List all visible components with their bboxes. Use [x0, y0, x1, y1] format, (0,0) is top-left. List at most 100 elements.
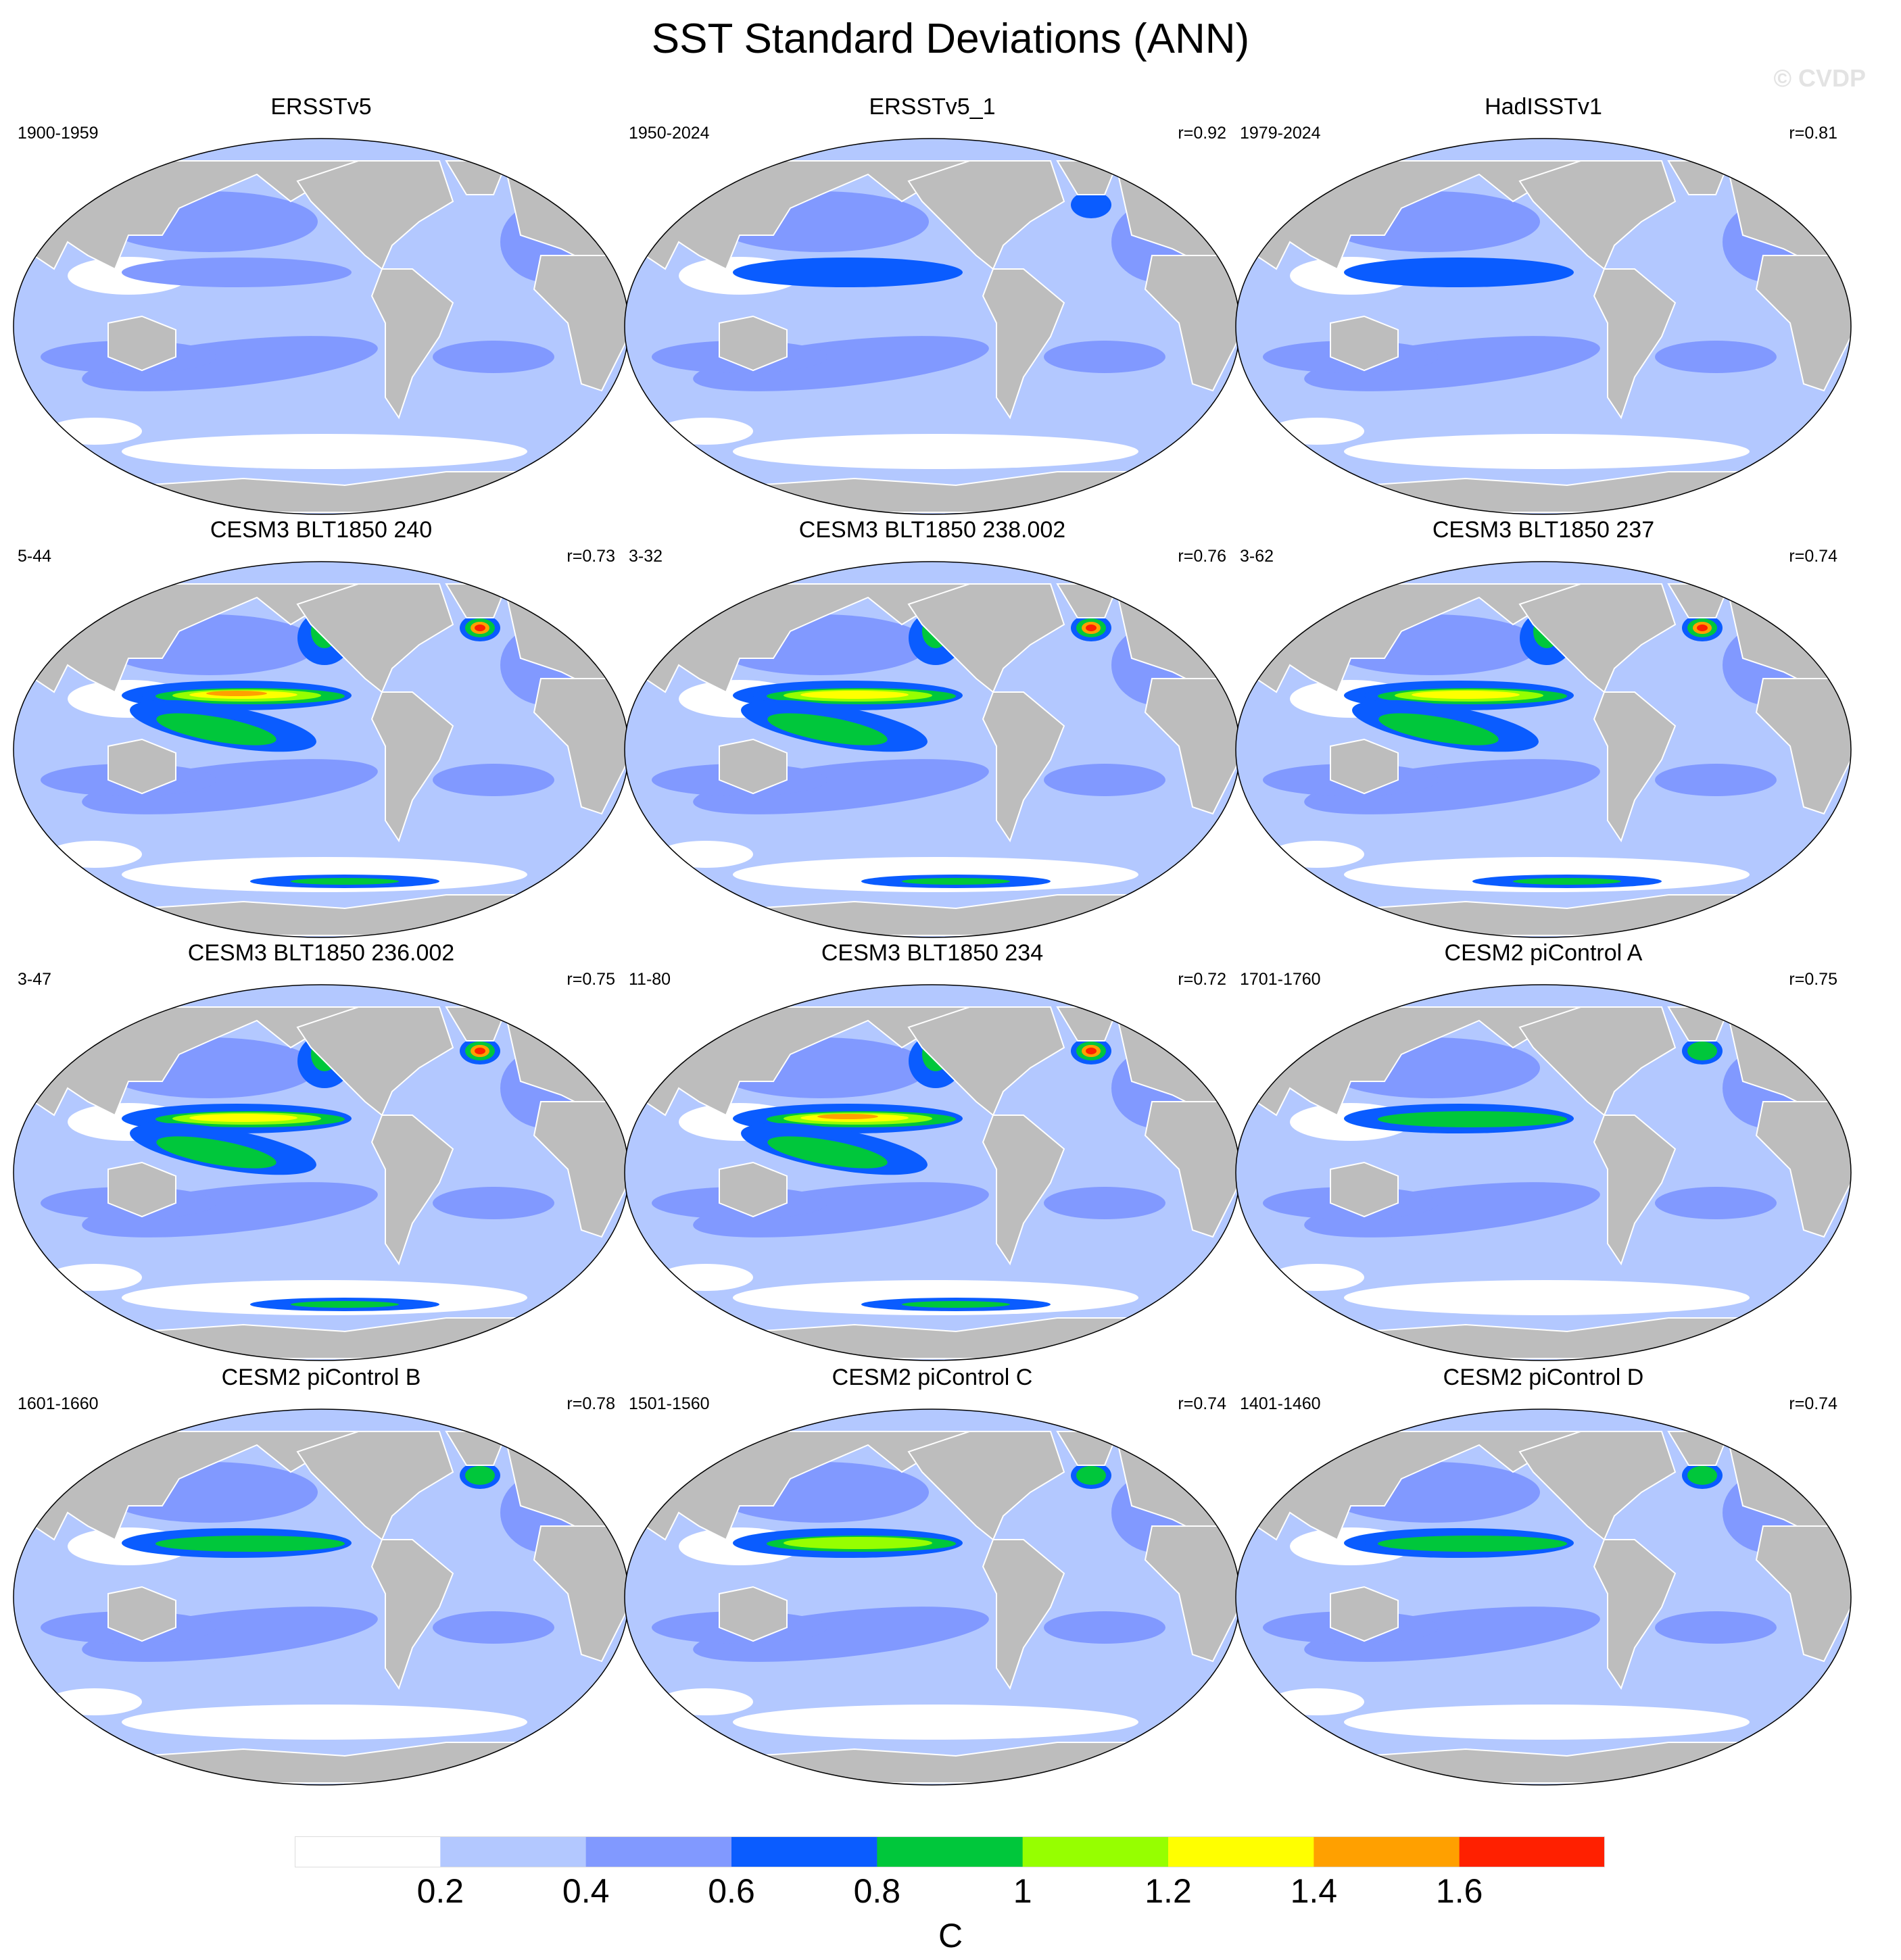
low-variability-patch [1270, 1264, 1364, 1291]
south-america-land [1593, 1114, 1677, 1266]
sst-field [14, 139, 629, 514]
colorbar-swatch [877, 1836, 1024, 1867]
south-atlantic-band [433, 1611, 554, 1644]
south-pacific-band [82, 336, 378, 391]
southern-ocean-low-patch [122, 1705, 527, 1740]
south-pacific-band [1304, 1182, 1600, 1238]
southern-ocean-low-patch [1344, 1705, 1750, 1740]
colorbar-swatches [295, 1836, 1605, 1867]
southern-ocean-low-patch [733, 434, 1138, 469]
colorbar-tick-label: 1.6 [1435, 1872, 1483, 1910]
south-pacific-band [1304, 336, 1600, 391]
enso-core [1378, 1111, 1567, 1127]
panel-title: CESM3 BLT1850 240 [210, 517, 433, 543]
north-america-land [907, 1006, 1065, 1117]
sst-field [1236, 1409, 1851, 1785]
map-panel: CESM3 BLT1850 238.002 3-32 r=0.76 [618, 515, 1247, 954]
panel-title: CESM3 BLT1850 237 [1432, 517, 1655, 543]
south-atlantic-band [1044, 1187, 1165, 1219]
north-america-land [907, 583, 1065, 693]
panel-correlation: r=0.78 [567, 1394, 615, 1413]
enso-tongue [733, 258, 963, 287]
panel-correlation: r=0.74 [1789, 1394, 1837, 1413]
sst-field [1236, 562, 1851, 937]
australia-land [1330, 738, 1399, 795]
panel-period: 1401-1460 [1240, 1394, 1321, 1413]
panel-title: ERSSTv5_1 [869, 94, 996, 120]
enso-core [1378, 1536, 1567, 1552]
sst-field [1236, 139, 1851, 514]
gulf-stream-core [1697, 624, 1708, 631]
colorbar-tick-label: 1.2 [1145, 1872, 1192, 1910]
north-america-land [1518, 1006, 1677, 1117]
south-atlantic-band [433, 764, 554, 796]
robinson-map [13, 138, 629, 515]
low-variability-patch [47, 1264, 142, 1291]
low-variability-patch [658, 1688, 753, 1715]
low-variability-patch [47, 418, 142, 445]
low-variability-patch [47, 1688, 142, 1715]
north-america-land [907, 160, 1065, 270]
enso-core [800, 691, 909, 699]
south-east-pacific-lobe [767, 713, 888, 745]
south-pacific-band [693, 759, 989, 814]
low-variability-patch [1270, 841, 1364, 868]
sst-field [1236, 985, 1851, 1361]
robinson-map [1235, 1408, 1852, 1786]
gulf-stream-core [1086, 1048, 1097, 1054]
robinson-map [624, 984, 1241, 1361]
panel-title: CESM2 piControl A [1444, 940, 1643, 966]
southern-ocean-eddies [902, 1301, 1010, 1308]
australia-land [107, 1161, 176, 1218]
gulf-stream-region [1076, 1466, 1106, 1485]
enso-core [784, 1537, 932, 1549]
enso-core [189, 1114, 297, 1122]
australia-land [1330, 315, 1399, 372]
panel-period: 1979-2024 [1240, 124, 1321, 143]
sst-field [14, 562, 629, 937]
map-border [1235, 1408, 1852, 1786]
map-panel: CESM3 BLT1850 237 3-62 r=0.74 [1229, 515, 1858, 954]
north-america-land [296, 583, 454, 693]
south-america-land [1593, 268, 1677, 420]
sst-field [14, 985, 629, 1361]
southern-ocean-low-patch [122, 434, 527, 469]
colorbar [295, 1836, 1605, 1867]
australia-land [719, 1161, 788, 1218]
north-america-land [907, 1431, 1065, 1541]
colorbar-swatch [731, 1836, 877, 1867]
south-america-land [370, 268, 454, 420]
colorbar-swatch [440, 1836, 587, 1867]
map-panel: CESM3 BLT1850 236.002 3-47 r=0.75 [7, 938, 635, 1377]
south-east-pacific-lobe [1378, 713, 1499, 745]
gulf-stream-core [475, 624, 485, 631]
robinson-map [13, 561, 629, 938]
map-panel: CESM2 piControl C 1501-1560 r=0.74 [618, 1363, 1247, 1802]
south-atlantic-band [1044, 764, 1165, 796]
australia-land [719, 738, 788, 795]
colorbar-tick-label: 1 [1013, 1872, 1032, 1910]
colorbar-swatch [585, 1836, 732, 1867]
robinson-map [1235, 138, 1852, 515]
colorbar-tick-label: 0.2 [416, 1872, 464, 1910]
gulf-stream-region [1687, 1466, 1717, 1485]
south-atlantic-band [1044, 341, 1165, 373]
south-america-land [982, 691, 1065, 843]
robinson-map [624, 1408, 1241, 1786]
copyright-watermark: © CVDP [1773, 64, 1866, 92]
map-panel: ERSSTv5_1 1950-2024 r=0.92 [618, 92, 1247, 531]
panel-title: CESM2 piControl C [832, 1365, 1033, 1390]
panel-correlation: r=0.76 [1178, 547, 1226, 566]
map-panel: ERSSTv5 1900-1959 [7, 92, 635, 531]
map-border [1235, 138, 1852, 515]
sst-field [14, 1409, 629, 1785]
colorbar-swatch [1314, 1836, 1460, 1867]
gulf-stream-region [1687, 1042, 1717, 1060]
sst-field [625, 985, 1240, 1361]
low-variability-patch [1270, 418, 1364, 445]
south-east-pacific-lobe [156, 1136, 276, 1169]
enso-core [206, 691, 267, 696]
enso-core [1412, 691, 1520, 699]
southern-ocean-low-patch [733, 1705, 1138, 1740]
low-variability-patch [658, 841, 753, 868]
